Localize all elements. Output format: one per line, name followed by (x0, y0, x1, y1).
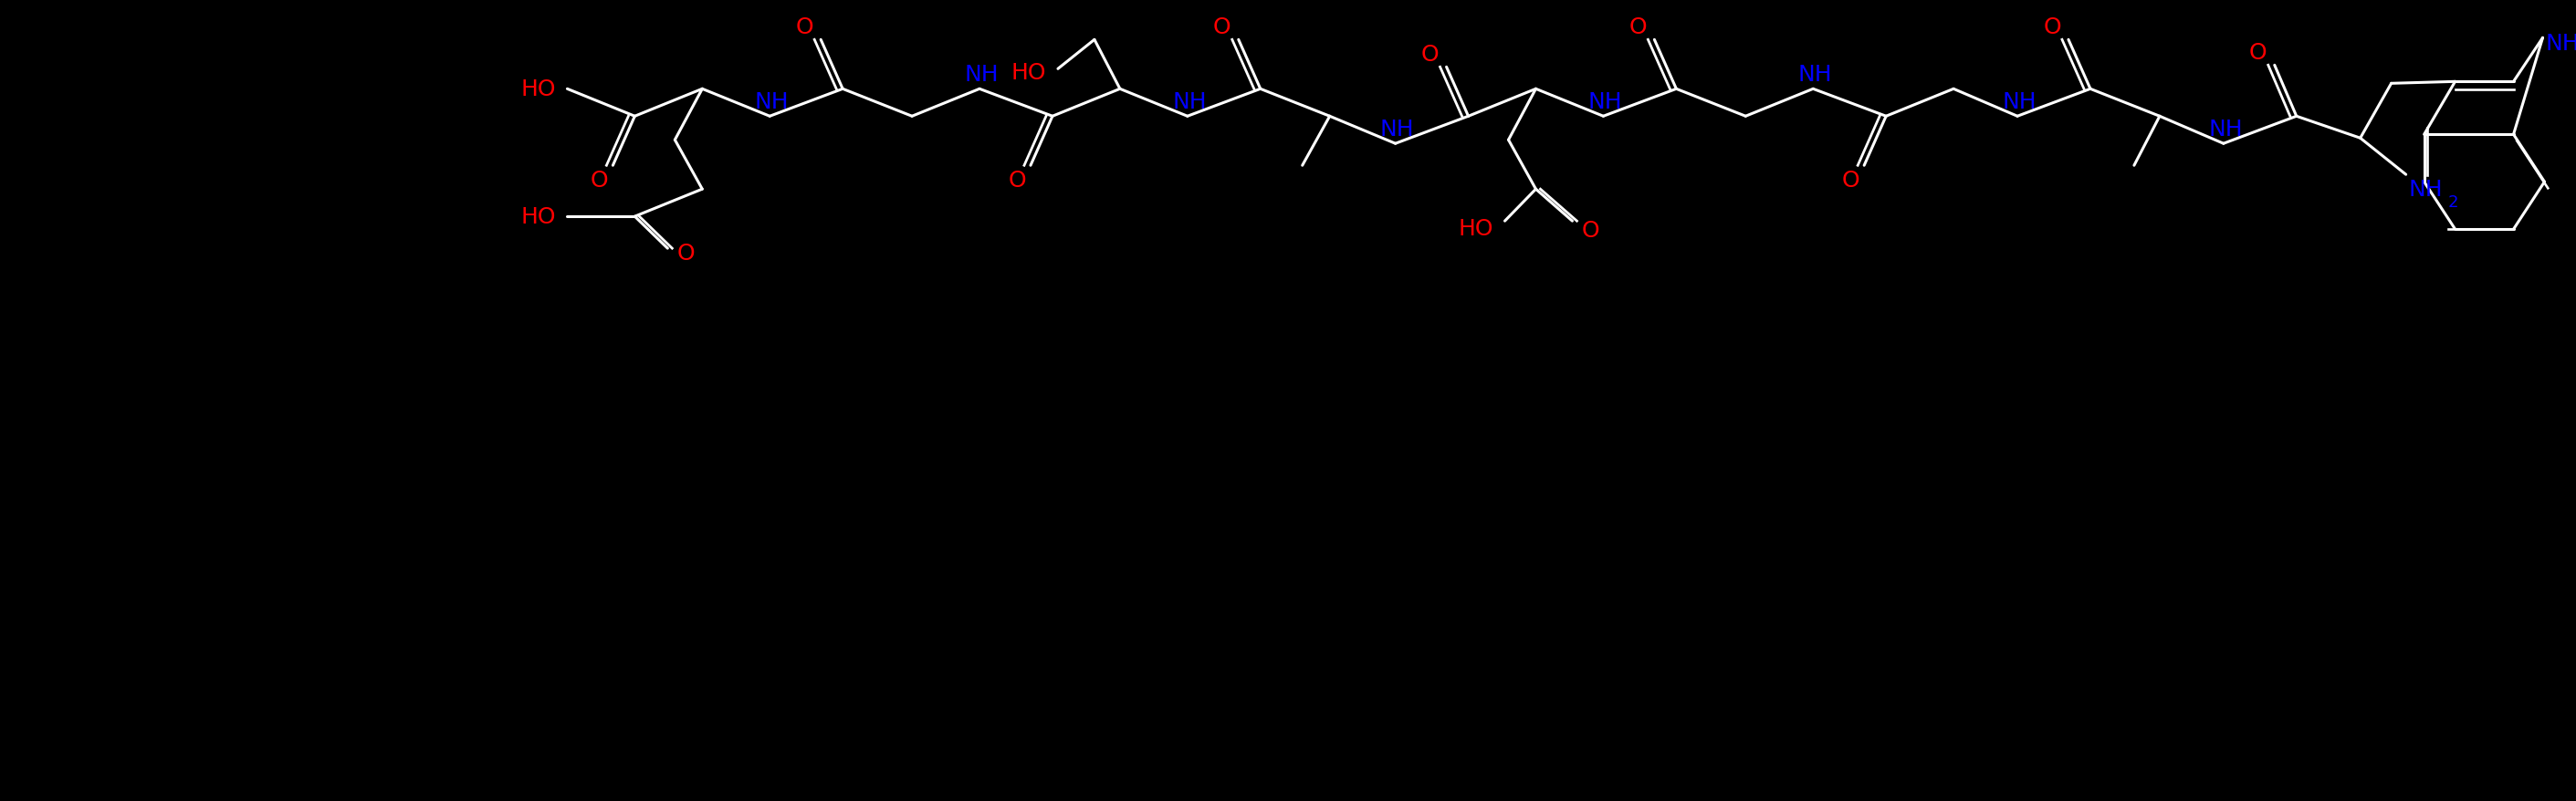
Text: O: O (2043, 17, 2061, 38)
Text: HO: HO (1458, 218, 1494, 239)
Text: O: O (677, 243, 696, 264)
Text: O: O (1842, 170, 1860, 191)
Text: HO: HO (1012, 62, 1046, 84)
Text: NH: NH (963, 64, 999, 86)
Text: O: O (796, 17, 814, 38)
Text: NH: NH (2409, 179, 2442, 201)
Text: O: O (1007, 170, 1025, 191)
Text: NH: NH (1798, 64, 1832, 86)
Text: NH: NH (1172, 91, 1206, 113)
Text: NH: NH (755, 91, 788, 113)
Text: NH: NH (1587, 91, 1623, 113)
Text: NH: NH (2002, 91, 2038, 113)
Text: NH: NH (2208, 119, 2244, 141)
Text: HO: HO (520, 78, 556, 100)
Text: O: O (2249, 42, 2267, 64)
Text: 2: 2 (2447, 195, 2458, 211)
Text: O: O (1628, 17, 1646, 38)
Text: NH: NH (1381, 119, 1414, 141)
Text: NH: NH (2545, 33, 2576, 55)
Text: O: O (1213, 17, 1231, 38)
Text: O: O (590, 170, 608, 191)
Text: O: O (1582, 219, 1600, 242)
Text: HO: HO (520, 206, 556, 228)
Text: O: O (1422, 44, 1440, 66)
